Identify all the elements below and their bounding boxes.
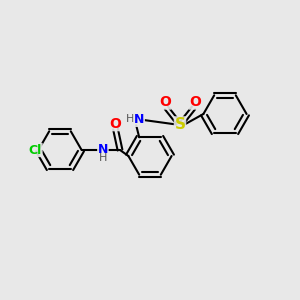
- Text: O: O: [110, 117, 122, 130]
- Text: N: N: [134, 113, 144, 126]
- Text: H: H: [126, 114, 134, 124]
- Text: O: O: [189, 95, 201, 109]
- Text: O: O: [159, 95, 171, 109]
- Text: N: N: [98, 142, 108, 156]
- Text: Cl: Cl: [29, 143, 42, 157]
- Text: H: H: [99, 153, 107, 164]
- Text: S: S: [175, 117, 185, 132]
